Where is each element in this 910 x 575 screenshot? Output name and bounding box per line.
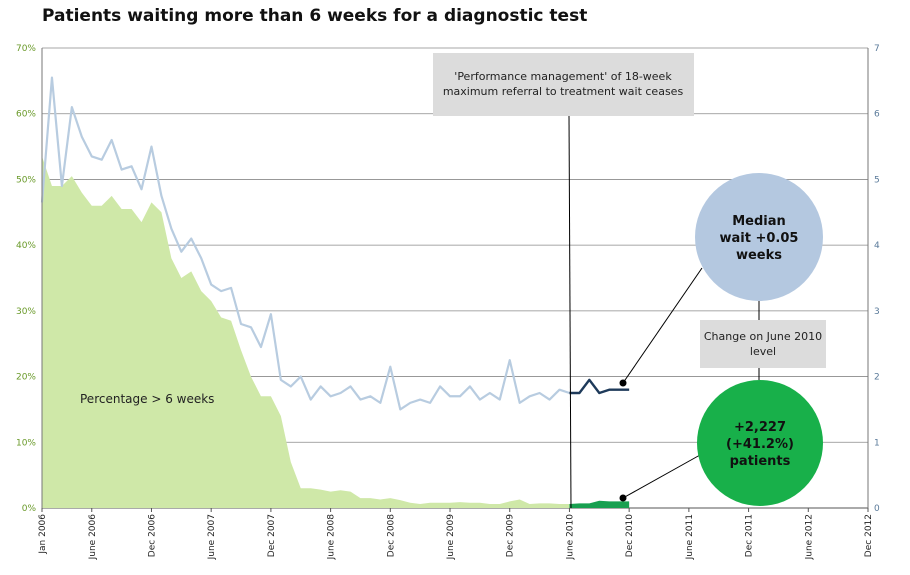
y-left-tick-label: 50%	[16, 175, 36, 185]
median-text-line1: Median	[732, 214, 786, 229]
area-before	[42, 156, 570, 508]
x-tick-label: June 2009	[446, 514, 456, 561]
change-callout-box	[700, 320, 826, 368]
change-callout-line2: level	[750, 345, 776, 358]
y-right-tick-label: 3	[874, 307, 880, 317]
y-right-tick-label: 5	[874, 175, 880, 185]
line-before	[40, 76, 570, 411]
x-tick-label: Dec 2006	[147, 514, 157, 557]
series-label: Percentage > 6 weeks	[80, 392, 214, 406]
x-tick-label: Dec 2012	[864, 514, 874, 557]
patients-pointer-dot	[619, 494, 627, 502]
y-right-tick-label: 6	[874, 110, 880, 120]
patients-text-line1: +2,227	[734, 420, 786, 435]
line-series	[40, 76, 630, 411]
line-after	[569, 378, 630, 395]
chart-title: Patients waiting more than 6 weeks for a…	[42, 6, 588, 26]
median-circle	[695, 173, 823, 301]
y-right-tick-label: 7	[874, 44, 880, 54]
patients-text-line3: patients	[730, 454, 791, 469]
median-text-line3: weeks	[736, 248, 782, 263]
y-left-tick-label: 40%	[16, 241, 36, 251]
area-series	[42, 156, 630, 508]
performance-callout-line1: 'Performance management' of 18-week	[454, 70, 672, 83]
x-tick-label: June 2012	[804, 514, 814, 560]
x-tick-label: June 2007	[207, 514, 217, 560]
x-tick-label: June 2008	[327, 514, 337, 561]
x-tick-label: Dec 2010	[625, 514, 635, 557]
patients-circle	[697, 380, 823, 506]
y-left-tick-label: 70%	[16, 44, 36, 54]
y-left-tick-label: 20%	[16, 373, 36, 383]
change-callout-line1: Change on June 2010	[704, 330, 822, 343]
y-left-tick-label: 30%	[16, 307, 36, 317]
y-left-tick-label: 10%	[16, 438, 36, 448]
area-after	[569, 500, 630, 508]
median-text-line2: wait +0.05	[720, 231, 799, 246]
x-tick-label: June 2011	[685, 514, 695, 560]
x-tick-label: June 2006	[88, 514, 98, 561]
x-tick-label: Jan 2006	[38, 514, 48, 555]
y-right-tick-label: 4	[874, 241, 880, 251]
x-tick-label: June 2010	[565, 514, 575, 561]
x-tick-label: Dec 2007	[267, 514, 277, 557]
y-right-tick-label: 2	[874, 373, 880, 383]
x-tick-label: Dec 2009	[506, 514, 516, 557]
y-left-tick-label: 0%	[22, 504, 37, 514]
y-left-tick-label: 60%	[16, 110, 36, 120]
performance-callout-line2: maximum referral to treatment wait cease…	[443, 85, 684, 98]
axes: 0% 10% 20% 30% 40% 50% 60% 70% 0 1 2 3 4 5 6 7 Jan 2006 J…	[16, 44, 880, 560]
median-pointer-dot	[619, 379, 627, 387]
patients-text-line2: (+41.2%)	[726, 437, 794, 452]
patients-pointer-line	[622, 454, 701, 499]
y-right-tick-label: 1	[874, 438, 880, 448]
x-tick-label: Dec 2008	[386, 514, 396, 557]
performance-marker-line	[568, 114, 572, 509]
y-right-tick-label: 0	[874, 504, 880, 514]
median-pointer-line	[622, 267, 703, 384]
performance-callout-box	[433, 53, 694, 116]
x-tick-label: Dec 2011	[745, 514, 755, 557]
